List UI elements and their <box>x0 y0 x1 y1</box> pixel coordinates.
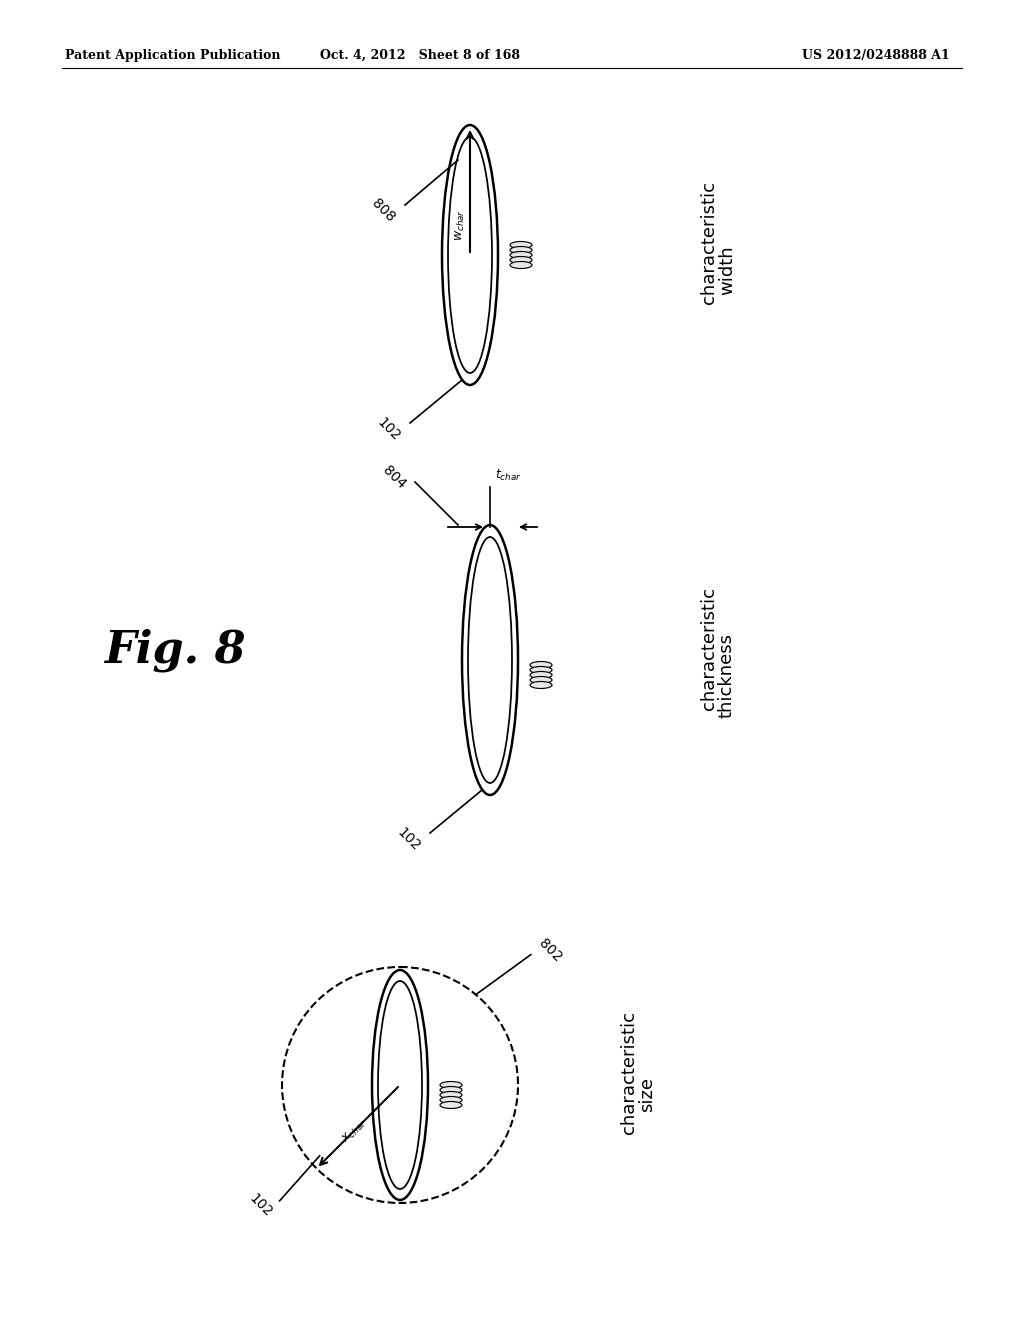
Ellipse shape <box>530 681 552 689</box>
Ellipse shape <box>510 261 532 268</box>
Text: characteristic: characteristic <box>700 181 718 305</box>
Ellipse shape <box>530 661 552 668</box>
Text: $w_{char}$: $w_{char}$ <box>454 209 467 242</box>
Text: $t_{char}$: $t_{char}$ <box>495 467 521 483</box>
Text: Oct. 4, 2012   Sheet 8 of 168: Oct. 4, 2012 Sheet 8 of 168 <box>319 49 520 62</box>
Ellipse shape <box>530 667 552 673</box>
Text: size: size <box>638 1077 656 1113</box>
Text: 102: 102 <box>375 414 403 444</box>
Ellipse shape <box>510 252 532 259</box>
Ellipse shape <box>440 1101 462 1109</box>
Ellipse shape <box>510 242 532 248</box>
Text: 804: 804 <box>380 463 408 491</box>
Ellipse shape <box>510 256 532 264</box>
Ellipse shape <box>530 676 552 684</box>
Text: Patent Application Publication: Patent Application Publication <box>65 49 281 62</box>
Ellipse shape <box>440 1081 462 1089</box>
Text: thickness: thickness <box>718 632 736 718</box>
Text: characteristic: characteristic <box>700 586 718 710</box>
Ellipse shape <box>530 672 552 678</box>
Text: 102: 102 <box>246 1192 274 1220</box>
Text: US 2012/0248888 A1: US 2012/0248888 A1 <box>802 49 950 62</box>
Text: characteristic: characteristic <box>620 1011 638 1134</box>
Ellipse shape <box>510 247 532 253</box>
Ellipse shape <box>440 1092 462 1098</box>
Text: Fig. 8: Fig. 8 <box>104 628 246 672</box>
Ellipse shape <box>440 1097 462 1104</box>
Text: width: width <box>718 246 736 294</box>
Text: 802: 802 <box>536 936 564 965</box>
Text: $x_{char}$: $x_{char}$ <box>339 1115 370 1146</box>
Text: 102: 102 <box>394 825 423 853</box>
Ellipse shape <box>440 1086 462 1093</box>
Text: 808: 808 <box>370 197 398 226</box>
